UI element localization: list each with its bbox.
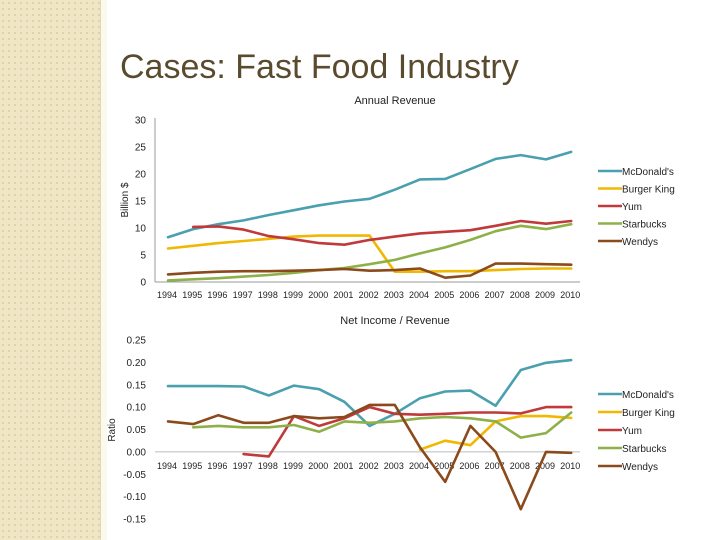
legend-label-yum: Yum bbox=[622, 202, 642, 213]
series-line-mcdonalds bbox=[166, 358, 573, 428]
x-tick-label: 2000 bbox=[308, 290, 328, 300]
x-tick-label: 2003 bbox=[384, 461, 404, 471]
x-tick-label: 2000 bbox=[308, 461, 328, 471]
x-tick-label: 1998 bbox=[258, 290, 278, 300]
legend-label-yum: Yum bbox=[622, 426, 642, 437]
slide-title: Cases: Fast Food Industry bbox=[120, 48, 519, 86]
y-tick-label: 0.00 bbox=[127, 447, 147, 458]
x-tick-label: 2005 bbox=[434, 290, 454, 300]
x-tick-label: 1999 bbox=[283, 290, 303, 300]
y-tick-label: 25 bbox=[135, 143, 147, 154]
x-tick-label: 1994 bbox=[157, 290, 177, 300]
y-axis-label: Ratio bbox=[107, 418, 118, 442]
x-tick-label: 1998 bbox=[258, 461, 278, 471]
sidebar-divider bbox=[100, 0, 107, 540]
x-tick-label: 2001 bbox=[333, 290, 353, 300]
x-tick-label: 2005 bbox=[434, 461, 454, 471]
x-tick-label: 2007 bbox=[485, 461, 505, 471]
x-tick-label: 2008 bbox=[510, 461, 530, 471]
y-tick-label: 0.05 bbox=[127, 425, 147, 436]
y-tick-label: -0.10 bbox=[123, 492, 146, 503]
x-tick-label: 2003 bbox=[384, 290, 404, 300]
series-line-starbucks bbox=[166, 222, 573, 282]
legend-label-mcdonalds: McDonald's bbox=[622, 390, 674, 401]
y-tick-label: 30 bbox=[135, 116, 147, 127]
y-tick-label: -0.05 bbox=[123, 470, 146, 481]
x-tick-label: 1999 bbox=[283, 461, 303, 471]
y-tick-label: 0.25 bbox=[127, 336, 147, 347]
x-tick-label: 1997 bbox=[233, 290, 253, 300]
series-line-wendys bbox=[166, 403, 573, 511]
y-axis-label: Billion $ bbox=[120, 182, 131, 217]
y-tick-label: 10 bbox=[135, 224, 147, 235]
x-tick-label: 2008 bbox=[510, 290, 530, 300]
y-tick-label: -0.15 bbox=[123, 515, 146, 526]
x-tick-label: 1994 bbox=[157, 461, 177, 471]
series-line-burger_king bbox=[166, 234, 573, 273]
legend-label-starbucks: Starbucks bbox=[622, 220, 666, 231]
x-tick-label: 1997 bbox=[233, 461, 253, 471]
x-tick-label: 1996 bbox=[207, 290, 227, 300]
series-line-mcdonalds bbox=[166, 150, 573, 239]
x-tick-label: 2002 bbox=[359, 290, 379, 300]
x-tick-label: 2002 bbox=[359, 461, 379, 471]
legend-label-starbucks: Starbucks bbox=[622, 444, 666, 455]
x-tick-label: 2004 bbox=[409, 461, 429, 471]
legend-label-burger_king: Burger King bbox=[622, 185, 675, 196]
series-line-wendys bbox=[166, 262, 573, 279]
decorative-sidebar bbox=[0, 0, 100, 540]
y-tick-label: 20 bbox=[135, 170, 147, 181]
chart-1: Annual Revenue Billion $ 0 5 10 15 20 25 30 1994 1… bbox=[120, 95, 675, 300]
y-tick-label: 0.15 bbox=[127, 380, 147, 391]
series-line-yum bbox=[191, 219, 573, 246]
x-tick-label: 2010 bbox=[560, 290, 580, 300]
x-tick-label: 1995 bbox=[182, 461, 202, 471]
x-tick-label: 2009 bbox=[535, 461, 555, 471]
legend-label-mcdonalds: McDonald's bbox=[622, 167, 674, 178]
x-tick-label: 2009 bbox=[535, 290, 555, 300]
y-tick-label: 0.20 bbox=[127, 358, 147, 369]
x-tick-label: 2007 bbox=[485, 290, 505, 300]
y-tick-label: 0 bbox=[140, 278, 146, 289]
y-tick-label: 15 bbox=[135, 197, 147, 208]
chart-2: Net Income / Revenue Ratio 0.25 0.20 0.15 0.1… bbox=[107, 315, 675, 526]
chart-title: Annual Revenue bbox=[354, 95, 435, 107]
x-tick-label: 2004 bbox=[409, 290, 429, 300]
series-line-yum bbox=[242, 405, 573, 458]
x-tick-label: 2010 bbox=[560, 461, 580, 471]
x-tick-label: 2006 bbox=[459, 290, 479, 300]
legend-label-burger_king: Burger King bbox=[622, 408, 675, 419]
x-tick-label: 1995 bbox=[182, 290, 202, 300]
x-tick-label: 2001 bbox=[333, 461, 353, 471]
y-tick-label: 5 bbox=[140, 251, 146, 262]
series-line-starbucks bbox=[191, 411, 573, 439]
chart-title: Net Income / Revenue bbox=[340, 315, 449, 327]
y-tick-label: 0.10 bbox=[127, 403, 147, 414]
x-tick-label: 1996 bbox=[207, 461, 227, 471]
legend-label-wendys: Wendys bbox=[622, 237, 658, 248]
x-tick-label: 2006 bbox=[459, 461, 479, 471]
legend-label-wendys: Wendys bbox=[622, 462, 658, 473]
